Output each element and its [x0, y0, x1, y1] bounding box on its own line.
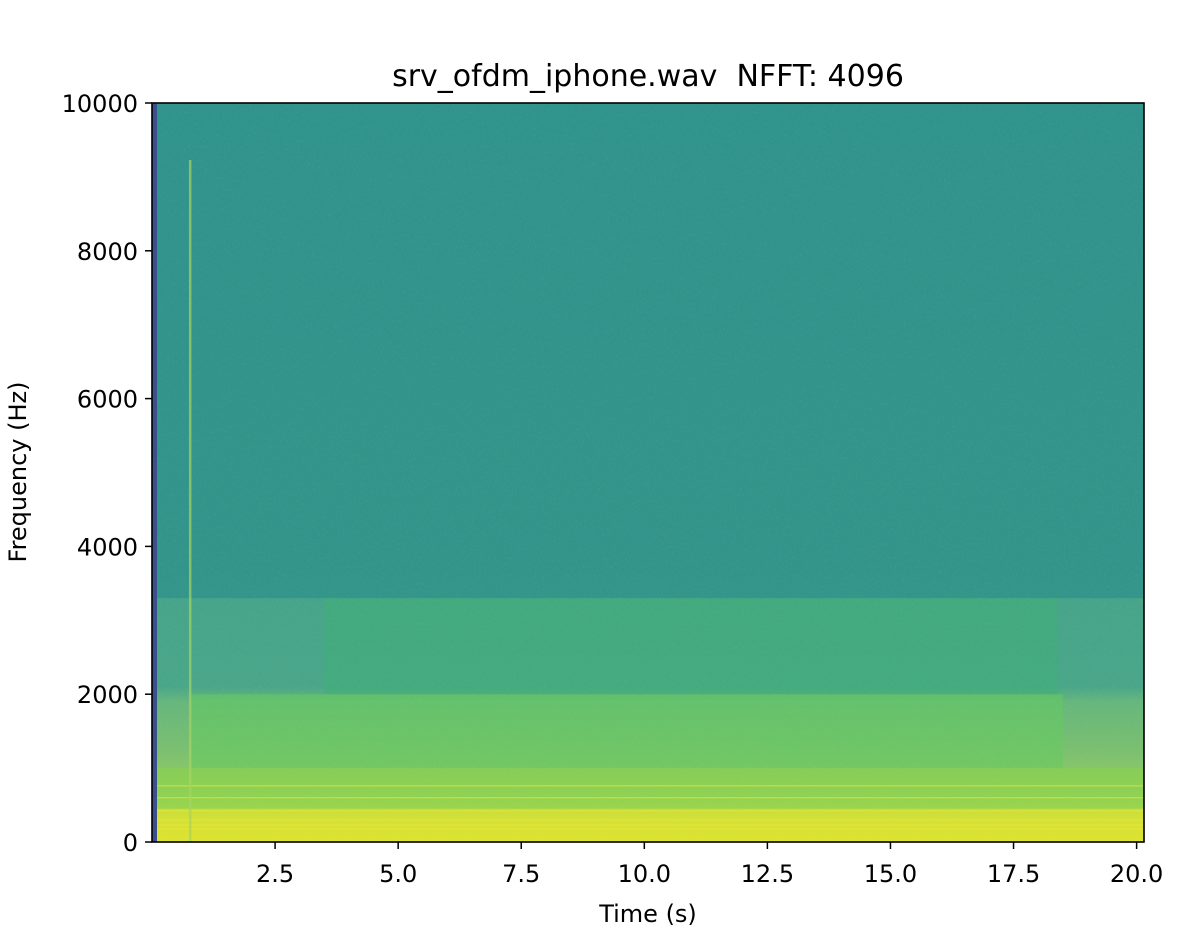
- y-tick-label: 8000: [77, 238, 138, 266]
- y-tick-label: 2000: [77, 681, 138, 709]
- x-tick-label: 12.5: [741, 860, 794, 888]
- y-tick-label: 10000: [62, 90, 138, 118]
- x-tick-label: 20.0: [1110, 860, 1163, 888]
- x-tick-label: 17.5: [987, 860, 1040, 888]
- chart-title: srv_ofdm_iphone.wav NFFT: 4096: [392, 59, 904, 94]
- plot-area: [152, 103, 1144, 842]
- y-tick-label: 6000: [77, 386, 138, 414]
- plot-frame: [151, 102, 1145, 843]
- y-axis-ticks: 0 2000 4000 6000 8000 10000: [62, 90, 152, 857]
- x-tick-label: 2.5: [256, 860, 294, 888]
- x-tick-label: 15.0: [864, 860, 917, 888]
- x-tick-label: 7.5: [502, 860, 540, 888]
- x-axis-label: Time (s): [598, 900, 697, 928]
- y-tick-label: 4000: [77, 533, 138, 561]
- spectrogram-noise-texture: [152, 103, 1144, 842]
- y-tick-label: 0: [123, 829, 138, 857]
- left-edge-dark-strip: [152, 103, 157, 842]
- x-tick-label: 10.0: [618, 860, 671, 888]
- x-tick-label: 5.0: [379, 860, 417, 888]
- x-axis-ticks: 2.5 5.0 7.5 10.0 12.5 15.0 17.5 20.0: [256, 842, 1163, 888]
- y-axis-label: Frequency (Hz): [4, 382, 32, 563]
- transient-line: [188, 160, 192, 842]
